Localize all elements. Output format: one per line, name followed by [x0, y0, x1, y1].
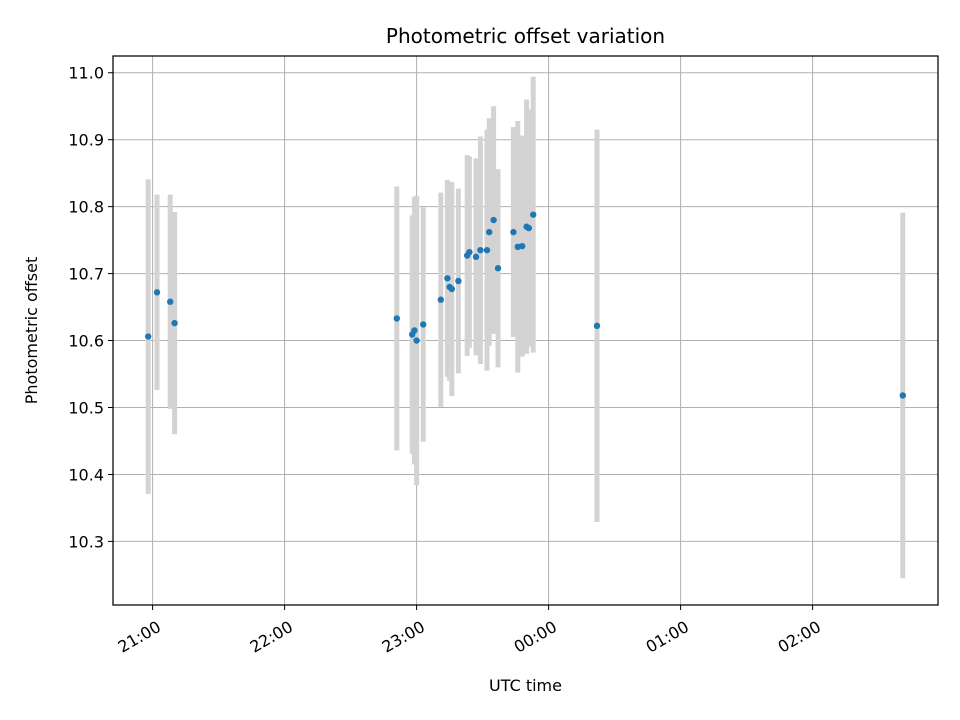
- data-point: [420, 321, 427, 328]
- data-point: [519, 242, 526, 250]
- data-point: [437, 296, 444, 303]
- data-point: [413, 337, 420, 344]
- data-point: [477, 246, 484, 254]
- y-tick-label: 11.0: [68, 64, 104, 83]
- y-tick-label: 10.8: [68, 198, 104, 217]
- data-point: [153, 289, 161, 296]
- x-axis-label: UTC time: [489, 676, 562, 695]
- y-tick-label: 10.7: [68, 265, 104, 284]
- data-point: [486, 228, 493, 236]
- data-point: [455, 277, 462, 285]
- data-point: [525, 224, 532, 232]
- y-tick-label: 10.5: [68, 398, 104, 417]
- chart-title: Photometric offset variation: [386, 24, 665, 48]
- data-point: [593, 322, 601, 330]
- data-point: [483, 246, 491, 254]
- data-point: [167, 298, 174, 305]
- y-axis-label: Photometric offset: [22, 257, 41, 405]
- plot-frame: [112, 55, 939, 606]
- data-point: [530, 211, 537, 218]
- y-tick-label: 10.3: [68, 532, 104, 551]
- data-point: [472, 253, 480, 261]
- data-point: [393, 315, 400, 322]
- data-point: [171, 319, 178, 327]
- data-point: [490, 216, 497, 224]
- data-point: [466, 248, 473, 256]
- y-tick-label: 10.6: [68, 332, 104, 351]
- y-tick-label: 10.4: [68, 465, 104, 484]
- data-point: [510, 228, 517, 236]
- data-point: [411, 327, 418, 334]
- data-point: [494, 265, 502, 272]
- data-point: [145, 333, 152, 340]
- data-points: [145, 211, 906, 399]
- data-point: [444, 275, 451, 282]
- data-point: [448, 285, 455, 293]
- y-tick-label: 10.9: [68, 131, 104, 150]
- data-point: [899, 392, 906, 399]
